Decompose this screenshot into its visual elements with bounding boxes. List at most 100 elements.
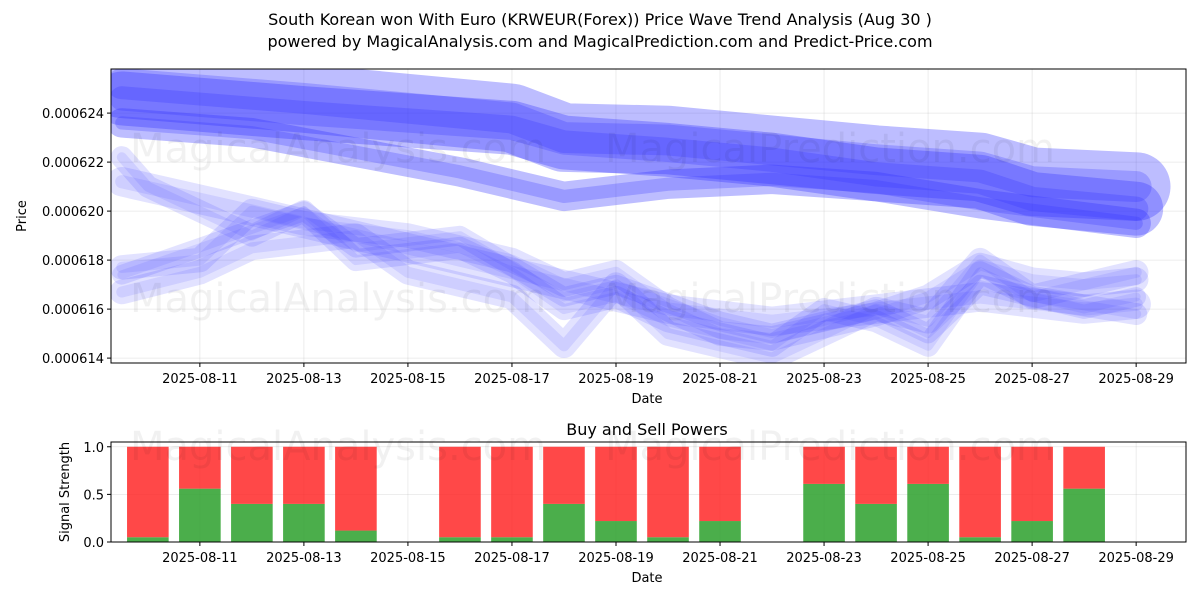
buy-bar — [595, 521, 637, 542]
wave-core-5 — [116, 152, 1142, 351]
chart-subtitle: powered by MagicalAnalysis.com and Magic… — [267, 32, 933, 51]
price-y-axis-label: Price — [15, 200, 30, 232]
signal-y-tick-label: 1.0 — [83, 441, 104, 456]
buy-bar — [647, 537, 689, 542]
signal-plot-frame — [110, 441, 1187, 543]
bottom-watermarks: MagicalAnalysis.com MagicalPrediction.co… — [130, 424, 1055, 470]
watermark-text: MagicalAnalysis.com — [130, 424, 546, 470]
sell-bar — [1063, 446, 1105, 489]
price-y-tick-label: 0.000614 — [42, 352, 104, 367]
buy-bar — [231, 503, 273, 542]
price-x-tick-label: 2025-08-13 — [266, 372, 342, 387]
signal-y-axis-label: Signal Strength — [58, 442, 73, 542]
buy-bar — [1011, 521, 1053, 542]
watermark-text: MagicalAnalysis.com — [130, 276, 546, 322]
buy-bar — [439, 537, 481, 542]
signal-x-axis-label: Date — [631, 571, 662, 586]
price-grid — [111, 69, 1186, 363]
signal-x-tick-label: 2025-08-19 — [578, 551, 654, 566]
sell-bar — [1011, 446, 1053, 522]
buy-bar — [803, 483, 845, 542]
price-x-tick-label: 2025-08-15 — [370, 372, 446, 387]
wave-core-6 — [116, 230, 1142, 363]
price-x-tick-label: 2025-08-25 — [890, 372, 966, 387]
price-x-tick-label: 2025-08-21 — [682, 372, 758, 387]
price-y-tick-label: 0.000622 — [42, 156, 104, 171]
sell-bar — [231, 446, 273, 504]
sell-bar — [491, 446, 533, 538]
sell-bar — [907, 446, 949, 484]
wave-core-7 — [115, 175, 1143, 328]
wave-core-1 — [111, 86, 1149, 221]
price-x-tick-label: 2025-08-19 — [578, 372, 654, 387]
wave-bands — [111, 69, 1171, 363]
sell-bar — [647, 446, 689, 538]
signal-x-tick-label: 2025-08-27 — [994, 551, 1070, 566]
sell-bar — [179, 446, 221, 489]
sell-bar — [699, 446, 741, 522]
buy-bar — [699, 521, 741, 542]
sell-bar — [543, 446, 585, 504]
sell-bar — [855, 446, 897, 504]
buy-bar — [491, 537, 533, 542]
wave-band-0 — [111, 69, 1171, 221]
buy-bar — [127, 537, 169, 542]
buy-bar — [335, 530, 377, 542]
sell-bar — [803, 446, 845, 484]
sell-bar — [595, 446, 637, 522]
sell-bar — [283, 446, 325, 504]
wave-band-5 — [111, 146, 1148, 357]
buy-bar — [855, 503, 897, 542]
signal-axis-ticks: 2025-08-11 2025-08-13 2025-08-15 2025-08-17… — [83, 441, 1174, 566]
buy-bar — [1063, 488, 1105, 542]
wave-core-0 — [111, 69, 1152, 203]
wave-band-2 — [111, 108, 1151, 239]
signal-x-tick-label: 2025-08-29 — [1098, 551, 1174, 566]
signal-bars — [127, 446, 1105, 542]
price-y-tick-label: 0.000620 — [42, 205, 104, 220]
price-x-axis-label: Date — [631, 392, 662, 407]
sell-bar — [335, 446, 377, 531]
signal-y-tick-label: 0.5 — [83, 488, 104, 503]
watermark-text: MagicalAnalysis.com — [130, 126, 546, 172]
price-x-tick-label: 2025-08-11 — [162, 372, 238, 387]
wave-core-3 — [116, 205, 1142, 345]
signal-x-tick-label: 2025-08-11 — [162, 551, 238, 566]
sell-bar — [439, 446, 481, 538]
price-x-tick-label: 2025-08-27 — [994, 372, 1070, 387]
price-y-tick-label: 0.000624 — [42, 107, 104, 122]
signal-x-tick-label: 2025-08-23 — [786, 551, 862, 566]
chart-title: South Korean won With Euro (KRWEUR(Forex… — [268, 10, 932, 29]
price-axis-ticks: 2025-08-11 2025-08-13 2025-08-15 2025-08-17… — [42, 107, 1174, 387]
wave-band-7 — [111, 166, 1151, 336]
buy-bar — [179, 488, 221, 542]
watermark-text: MagicalPrediction.com — [605, 126, 1055, 172]
buy-bar — [283, 503, 325, 542]
buy-bar — [907, 483, 949, 542]
price-x-tick-label: 2025-08-17 — [474, 372, 550, 387]
watermark-text: MagicalPrediction.com — [605, 424, 1055, 470]
top-watermarks: MagicalAnalysis.com MagicalPrediction.co… — [130, 126, 1055, 322]
signal-x-tick-label: 2025-08-17 — [474, 551, 550, 566]
signal-y-tick-label: 0.0 — [83, 536, 104, 551]
sell-bar — [959, 446, 1001, 538]
wave-band-1 — [111, 71, 1164, 236]
signal-x-tick-label: 2025-08-25 — [890, 551, 966, 566]
price-y-tick-label: 0.000618 — [42, 254, 104, 269]
wave-core-2 — [115, 116, 1143, 230]
signal-x-tick-label: 2025-08-15 — [370, 551, 446, 566]
watermark-text: MagicalPrediction.com — [605, 276, 1055, 322]
wave-band-6 — [111, 223, 1149, 363]
signal-x-tick-label: 2025-08-13 — [266, 551, 342, 566]
wave-band-4 — [112, 201, 1146, 344]
wave-band-3 — [111, 198, 1149, 351]
buy-bar — [543, 503, 585, 542]
price-x-tick-label: 2025-08-29 — [1098, 372, 1174, 387]
price-plot-frame — [110, 68, 1187, 364]
buy-bar — [959, 537, 1001, 542]
signal-x-tick-label: 2025-08-21 — [682, 551, 758, 566]
price-y-tick-label: 0.000616 — [42, 303, 104, 318]
wave-core-4 — [117, 206, 1141, 339]
price-x-tick-label: 2025-08-23 — [786, 372, 862, 387]
